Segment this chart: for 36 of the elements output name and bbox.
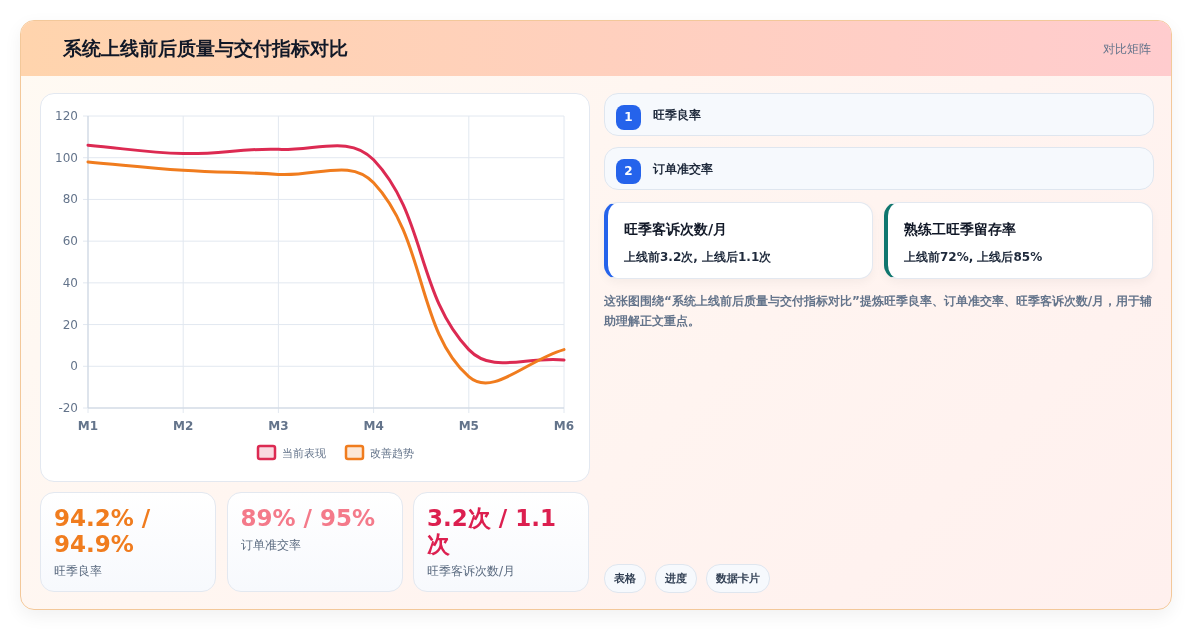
y-tick-label: 80 [62, 192, 78, 207]
text: 对比矩阵 [1103, 41, 1151, 58]
text: 数据卡片 [706, 564, 770, 593]
y-tick-label: 20 [62, 317, 78, 332]
x-tick-label: M2 [173, 419, 194, 433]
legend-label: 改善趋势 [370, 447, 414, 460]
legend-label: 当前表现 [282, 447, 326, 460]
y-tick-label: 40 [62, 275, 78, 290]
text: 订单准交率 [240, 537, 302, 554]
y-tick-label: 0 [70, 359, 78, 374]
y-tick-label: 60 [62, 234, 78, 249]
text: 熟练工旺季留存率 [904, 221, 1016, 239]
text: 旺季良率 [54, 563, 103, 580]
y-tick-label: -20 [58, 401, 78, 415]
y-tick-label: 120 [55, 109, 78, 123]
text: 89% / 95% [240, 505, 377, 531]
x-tick-label: M4 [363, 419, 384, 433]
text: 旺季客诉次数/月 [624, 221, 728, 239]
x-tick-label: M5 [458, 419, 479, 433]
text: 订单准交率 [653, 161, 713, 178]
x-tick-label: M3 [268, 419, 289, 433]
text: 旺季良率 [653, 107, 701, 124]
text: 上线前3.2次, 上线后1.1次 [624, 249, 772, 266]
text: 上线前72%, 上线后85% [904, 249, 1043, 266]
y-tick-label: 100 [55, 150, 78, 165]
x-tick-label: M1 [77, 419, 99, 433]
x-tick-label: M6 [553, 419, 575, 433]
text: 3.2次 / 1.1次 [427, 505, 557, 557]
text: 旺季客诉次数/月 [427, 563, 517, 580]
text: 94.2% / 94.9% [54, 505, 152, 557]
text: 表格 [604, 564, 646, 593]
text: 这张图围绕“系统上线前后质量与交付指标对比”提炼旺季良率、订单准交率、旺季客诉次数/月，用于辅助理解正文重点。 [604, 293, 1154, 330]
text: 1 [616, 105, 641, 130]
text: 2 [616, 159, 641, 184]
text: 系统上线前后质量与交付指标对比 [63, 36, 348, 61]
text: 进度 [655, 564, 697, 593]
